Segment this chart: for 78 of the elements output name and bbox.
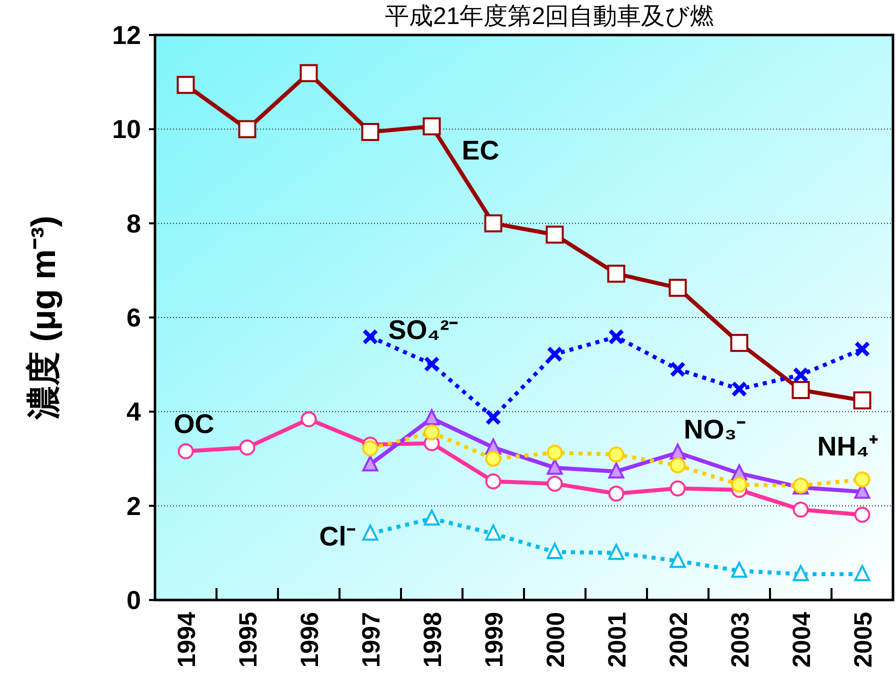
y-tick-label: 8 xyxy=(126,208,141,238)
point xyxy=(300,411,317,428)
point xyxy=(670,480,686,496)
x-tick-label: 1998 xyxy=(418,612,447,668)
point xyxy=(176,76,195,94)
point xyxy=(608,486,624,502)
point xyxy=(854,506,870,523)
point xyxy=(670,361,686,378)
point xyxy=(670,552,686,568)
point xyxy=(853,391,872,410)
point xyxy=(608,446,624,463)
point xyxy=(731,381,748,398)
point xyxy=(792,366,809,383)
point xyxy=(362,440,378,456)
point xyxy=(546,476,563,492)
y-tick-label: 12 xyxy=(112,20,141,50)
point xyxy=(608,462,624,478)
point xyxy=(792,502,809,518)
point xyxy=(485,450,502,467)
point xyxy=(485,409,502,426)
x-tick-label: 2005 xyxy=(849,612,878,668)
y-tick-label: 10 xyxy=(112,114,141,144)
point xyxy=(424,356,440,372)
point xyxy=(608,328,624,345)
x-tick-label: 1994 xyxy=(172,612,201,668)
point xyxy=(730,334,748,352)
point xyxy=(362,455,378,472)
point xyxy=(178,443,194,460)
x-tick-label: 2003 xyxy=(726,612,754,668)
x-tick-label: 1996 xyxy=(296,612,324,668)
y-tick-label: 4 xyxy=(126,396,142,427)
x-tick-label: 1997 xyxy=(357,612,386,668)
point xyxy=(731,562,748,578)
point xyxy=(792,565,809,582)
point xyxy=(484,214,502,232)
point xyxy=(238,120,256,138)
point xyxy=(239,439,256,456)
y-tick-label: 2 xyxy=(126,490,141,521)
series-label: OC xyxy=(174,409,214,440)
series-label: NO₃⁻ xyxy=(684,414,746,445)
x-tick-label: 2004 xyxy=(788,612,816,668)
x-tick-label: 2000 xyxy=(542,612,570,668)
y-tick-label: 6 xyxy=(126,302,141,332)
point xyxy=(422,117,441,136)
y-tick-label: 0 xyxy=(126,585,141,615)
point xyxy=(670,457,686,474)
series-label: EC xyxy=(462,135,500,166)
point xyxy=(854,565,870,582)
series-label: Cl⁻ xyxy=(319,522,356,552)
point xyxy=(300,64,318,82)
point xyxy=(854,471,870,488)
point xyxy=(362,328,378,345)
point xyxy=(546,444,563,461)
y-axis-title: 濃度 (μg m⁻³) xyxy=(25,216,63,420)
point xyxy=(668,278,687,297)
point xyxy=(361,122,380,141)
point xyxy=(546,458,563,475)
chart-title: 平成21年度第2回自動車及び燃 xyxy=(385,3,714,30)
point xyxy=(731,476,748,493)
x-tick-label: 1995 xyxy=(234,612,262,668)
point xyxy=(485,524,502,541)
point xyxy=(792,381,810,400)
x-tick-label: 1999 xyxy=(480,612,508,668)
point xyxy=(424,409,440,426)
point xyxy=(854,341,870,358)
point xyxy=(546,542,563,559)
point xyxy=(362,524,378,541)
point xyxy=(424,510,440,526)
x-tick-label: 2002 xyxy=(664,612,693,668)
series-label: NH₄⁺ xyxy=(817,431,878,462)
point xyxy=(424,424,440,440)
point xyxy=(608,544,624,560)
point xyxy=(485,473,502,490)
series-label: SO₄²⁻ xyxy=(388,314,458,345)
x-tick-label: 2001 xyxy=(603,612,632,668)
point xyxy=(546,346,563,362)
point xyxy=(607,264,626,283)
point xyxy=(546,226,564,244)
